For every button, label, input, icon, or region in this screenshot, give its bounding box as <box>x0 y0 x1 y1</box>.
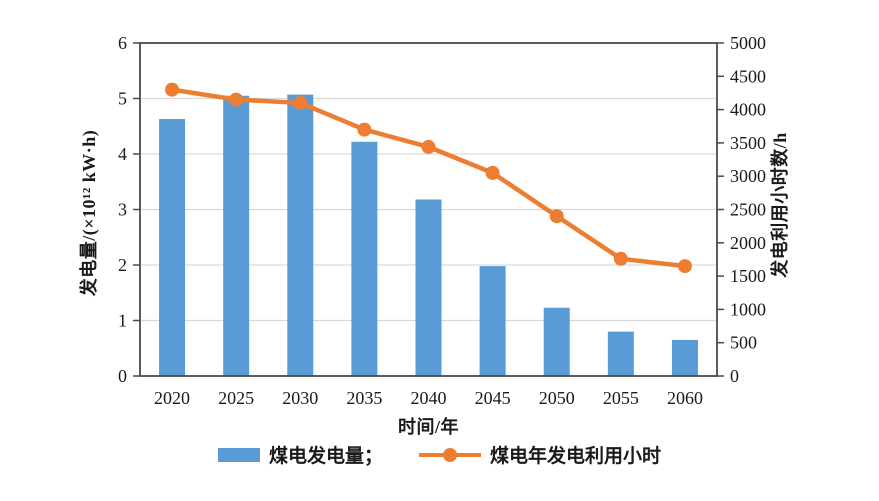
x-tick-label: 2020 <box>154 388 190 408</box>
line-dot-icon <box>419 447 481 463</box>
x-tick-label: 2040 <box>411 388 447 408</box>
y-tick-label-right: 500 <box>730 333 757 353</box>
x-tick-label: 2035 <box>346 388 382 408</box>
y-tick-label-right: 0 <box>730 366 739 386</box>
y-tick-label-right: 4500 <box>730 66 766 86</box>
y-tick-label-left: 3 <box>118 200 127 220</box>
x-axis-title: 时间/年 <box>397 417 459 437</box>
legend-item-bar-series: 煤电发电量； <box>217 441 383 468</box>
x-tick-label: 2045 <box>475 388 511 408</box>
bar <box>287 94 314 377</box>
bar <box>479 266 506 376</box>
x-tick-label: 2030 <box>282 388 318 408</box>
y-tick-label-left: 0 <box>118 366 127 386</box>
x-tick-label: 2050 <box>539 388 575 408</box>
line-marker <box>229 92 244 107</box>
bar <box>351 141 378 376</box>
x-tick-label: 2025 <box>218 388 254 408</box>
y-tick-label-right: 3000 <box>730 166 766 186</box>
legend-label-bar-series: 煤电发电量； <box>268 446 383 467</box>
line-marker <box>357 122 372 137</box>
y-tick-label-right: 5000 <box>730 33 766 53</box>
y-axis-right-title: 发电利用小时数/h <box>770 132 790 278</box>
bar <box>223 95 250 376</box>
bar <box>607 331 634 376</box>
y-tick-label-left: 1 <box>118 311 127 331</box>
line-marker <box>677 259 692 274</box>
line-marker <box>613 251 628 266</box>
x-tick-label: 2060 <box>667 388 703 408</box>
bar <box>415 199 442 376</box>
bar <box>543 307 570 376</box>
y-tick-label-left: 5 <box>118 89 127 109</box>
bar <box>159 119 186 376</box>
y-tick-label-right: 3500 <box>730 133 766 153</box>
bar-swatch-icon <box>217 447 260 462</box>
bar <box>671 339 698 376</box>
y-tick-label-right: 1500 <box>730 266 766 286</box>
y-tick-label-left: 6 <box>118 33 127 53</box>
line-marker <box>293 95 308 110</box>
y-tick-label-right: 2000 <box>730 233 766 253</box>
y-tick-label-left: 4 <box>118 144 127 164</box>
y-tick-label-right: 2500 <box>730 200 766 220</box>
line-marker <box>421 139 436 154</box>
line-marker <box>165 82 180 97</box>
line-marker <box>485 165 500 180</box>
line-marker <box>549 209 564 224</box>
y-tick-label-right: 4000 <box>730 100 766 120</box>
y-tick-label-right: 1000 <box>730 299 766 319</box>
legend-label-line-series: 煤电年发电利用小时 <box>490 446 662 467</box>
y-tick-label-left: 2 <box>118 255 127 275</box>
legend-item-line-series: 煤电年发电利用小时 <box>419 441 661 468</box>
y-axis-left-title: 发电量/(×10¹² kW·h) <box>79 129 99 297</box>
x-tick-label: 2055 <box>603 388 639 408</box>
chart-legend: 煤电发电量； 煤电年发电利用小时 <box>0 441 879 468</box>
